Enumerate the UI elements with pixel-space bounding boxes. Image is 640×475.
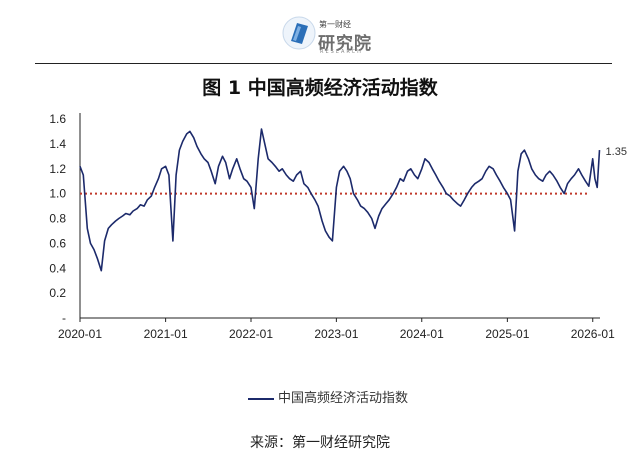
x-tick-label: 2023-01	[314, 327, 358, 341]
y-tick-label: 0.2	[49, 286, 66, 300]
legend-swatch	[248, 397, 274, 400]
chart-legend: 中国高频经济活动指数	[248, 387, 408, 407]
y-tick-label: 1.0	[49, 187, 66, 201]
logo-mark-icon	[282, 16, 316, 50]
y-tick-label: 1.6	[49, 112, 66, 126]
logo-text-sub: RESEARCH	[320, 49, 363, 55]
header-divider	[35, 63, 612, 64]
x-tick-label: 2026-01	[571, 327, 615, 341]
y-tick-label: 0.8	[49, 212, 66, 226]
y-tick-label: 0.6	[49, 236, 66, 250]
x-tick-label: 2025-01	[485, 327, 529, 341]
logo: 第一财经 研究院 RESEARCH	[282, 16, 382, 56]
y-tick-label: -	[62, 311, 66, 325]
chart-title: 图 1 中国高频经济活动指数	[202, 77, 438, 99]
x-tick-label: 2022-01	[229, 327, 273, 341]
logo-text-top: 第一财经	[319, 20, 351, 29]
chart-ticks: - 0.2 0.4 0.6 0.8 1.0 1.2 1.4 1.6 2020-01 2021-01 2…	[49, 112, 615, 341]
y-tick-label: 0.4	[49, 261, 66, 275]
y-tick-label: 1.4	[49, 137, 66, 151]
x-tick-label: 2021-01	[144, 327, 188, 341]
x-tick-label: 2020-01	[58, 327, 102, 341]
x-tick-label: 2024-01	[400, 327, 444, 341]
logo-text-main: 研究院	[318, 34, 372, 54]
source-note: 来源：第一财经研究院	[250, 435, 390, 451]
series-line	[79, 128, 601, 272]
chart-axes	[79, 113, 600, 319]
y-tick-label: 1.2	[49, 162, 66, 176]
series-group	[79, 128, 601, 272]
data-labels: 1.35	[606, 146, 627, 158]
legend-label: 中国高频经济活动指数	[278, 391, 409, 406]
end-value-label: 1.35	[606, 146, 627, 158]
